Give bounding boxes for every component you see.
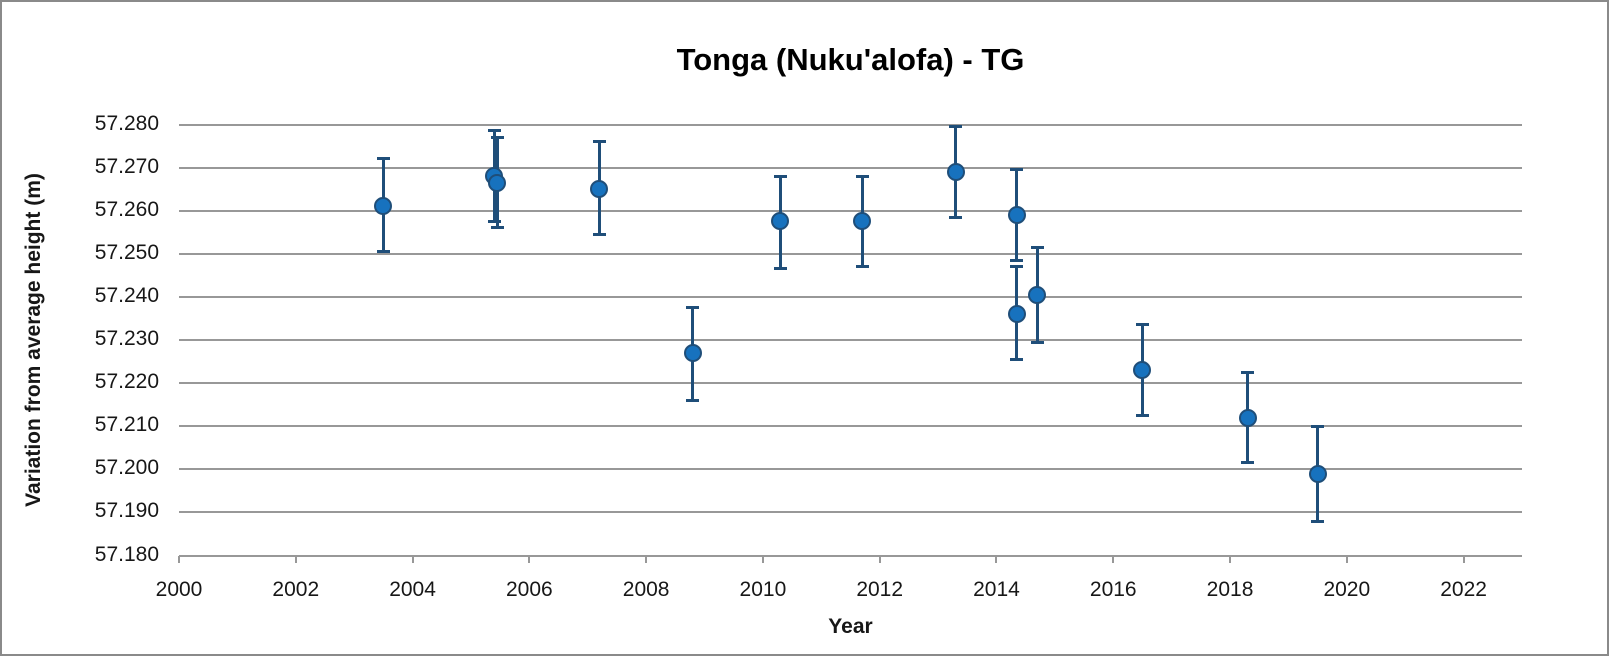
x-tick-label: 2000 [155,578,203,601]
error-bar-cap-bottom [1241,461,1255,465]
gridline [179,511,1522,514]
data-point-marker [946,162,965,181]
gridline [179,123,1522,126]
error-bar-cap-top [1241,370,1255,374]
gridline [179,468,1522,471]
error-bar-cap-top [1030,245,1044,249]
error-bar-cap-top [490,135,504,139]
data-point-marker [590,180,609,199]
x-tick-mark [995,555,998,563]
y-tick-label: 57.230 [94,327,159,350]
data-point-marker [683,343,702,362]
error-bar-cap-bottom [592,232,606,236]
x-tick-mark [1229,555,1232,563]
error-bar-cap-top [487,129,501,133]
gridline [179,339,1522,341]
error-bar-cap-top [773,174,787,178]
x-axis-line [179,554,1522,557]
x-tick-label: 2008 [622,578,670,601]
chart-title: Tonga (Nuku'alofa) - TG [676,42,1025,77]
data-point-marker [1308,464,1327,483]
x-tick-label: 2004 [389,578,436,601]
x-tick-label: 2006 [505,578,553,601]
y-tick-label: 57.280 [94,111,159,135]
x-tick-mark [294,555,297,563]
gridline [179,209,1522,212]
error-bar-cap-top [1311,424,1325,428]
x-tick-mark [528,555,531,563]
error-bar-cap-bottom [949,215,963,219]
x-tick-mark [878,555,881,563]
gridline [179,382,1522,385]
x-tick-label: 2016 [1089,578,1137,601]
error-bar-cap-top [376,157,390,161]
x-tick-label: 2012 [856,578,904,601]
error-bar-cap-bottom [376,250,390,254]
error-bar-cap-top [855,174,869,178]
x-tick-mark [761,555,764,563]
x-axis-title: Year [828,615,873,638]
y-tick-label: 57.270 [94,154,159,178]
x-tick-label: 2020 [1323,578,1371,601]
error-bar-cap-bottom [686,398,700,402]
data-point-marker [1007,206,1026,224]
x-tick-label: 2018 [1206,578,1254,601]
error-bar-cap-top [592,140,606,144]
error-bar-cap-bottom [855,265,869,269]
gridline [179,295,1522,298]
error-bar-cap-bottom [487,219,501,223]
y-tick-label: 57.200 [94,456,159,480]
error-bar-cap-bottom [490,226,504,230]
x-tick-mark [1112,555,1115,563]
data-point-marker [853,212,872,231]
data-point-marker [1028,285,1047,304]
data-point-marker [771,212,790,231]
error-bar-cap-top [686,306,700,310]
y-tick-label: 57.250 [94,240,159,264]
x-tick-mark [1462,555,1465,563]
data-point-marker [374,197,393,216]
y-tick-label: 57.240 [94,283,159,307]
error-bar-cap-top [949,125,963,129]
x-tick-label: 2014 [973,578,1020,601]
error-bar-cap-top [1135,323,1149,327]
y-tick-label: 57.210 [94,413,159,437]
error-bar-cap-bottom [1010,357,1024,361]
error-bar-cap-top [1010,168,1024,172]
x-tick-label: 2010 [739,578,787,601]
data-point-marker [1007,305,1026,324]
x-tick-label: 2022 [1440,578,1487,601]
error-bar-cap-bottom [1010,258,1024,262]
error-bar-cap-bottom [1030,340,1044,344]
y-tick-label: 57.220 [94,370,159,394]
x-tick-mark [411,555,414,563]
gridline [179,166,1522,169]
x-tick-label: 2002 [272,578,320,601]
x-tick-mark [178,555,180,563]
error-bar-cap-bottom [773,267,787,271]
x-tick-mark [1345,555,1348,563]
y-tick-label: 57.180 [94,542,159,566]
data-point-marker [1133,361,1152,380]
gridline [179,252,1522,255]
error-bar-cap-bottom [1311,519,1325,523]
y-tick-label: 57.260 [94,197,159,221]
data-point-marker [1238,408,1257,427]
data-point-marker [488,173,507,192]
gridline [179,425,1522,428]
x-tick-mark [645,555,648,563]
error-bar-cap-bottom [1135,413,1149,417]
error-bar-cap-top [1010,265,1024,269]
y-tick-label: 57.190 [94,499,159,523]
